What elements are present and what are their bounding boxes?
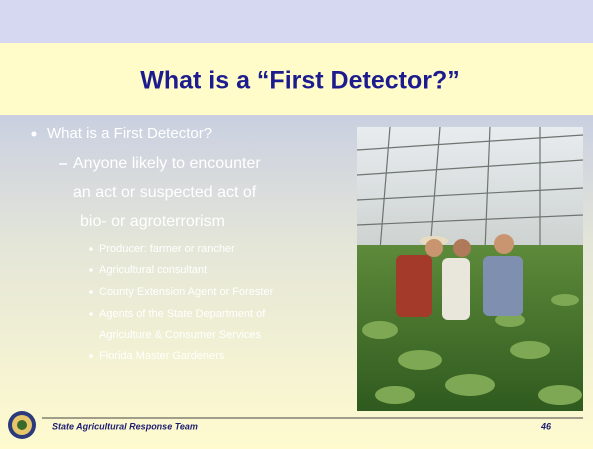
footer-organization: State Agricultural Response Team [52,421,198,431]
bullet: What is a First Detector? [47,125,212,142]
item: Agents of the State Department of [99,308,266,320]
item-dot [89,354,93,358]
bullet-dot [32,132,37,137]
item-dot [89,312,93,316]
item-dot [89,247,93,251]
item-dot [89,290,93,294]
item: Agriculture & Consumer Services [99,329,262,341]
item-dot [89,268,93,272]
item: Producer: farmer or rancher [99,243,235,255]
item: Florida Master Gardeners [99,350,225,362]
item: Agricultural consultant [99,264,207,276]
sub-bullet-line: Anyone likely to encounter [73,155,261,172]
item: County Extension Agent or Forester [99,286,274,298]
top-band [0,0,593,43]
photo [357,127,583,411]
logo [8,411,36,439]
slide: What is a “First Detector?” What is a Fi… [0,0,593,449]
sub-bullet-line: an act or suspected act of [73,184,257,201]
sub-bullet-line: bio- or agroterrorism [80,213,225,230]
page-number: 46 [540,421,552,431]
slide-title: What is a “First Detector?” [140,67,460,95]
